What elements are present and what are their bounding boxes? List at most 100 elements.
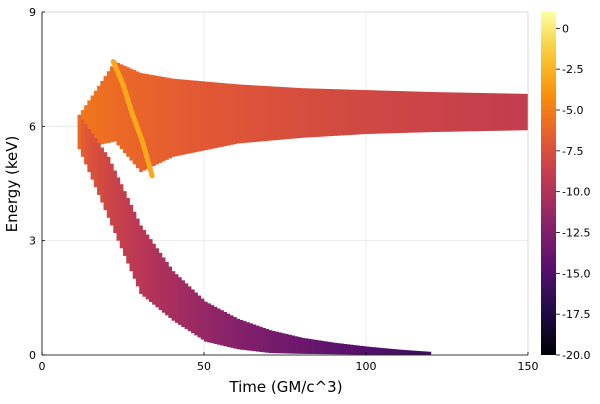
heatmap-cell-column [285, 87, 289, 140]
heatmap-cell-column [349, 89, 354, 135]
heatmap-cell-column [398, 349, 403, 355]
heatmap-cell-column [152, 75, 156, 166]
heatmap-cell-column [385, 348, 390, 355]
heatmap-cell-column [301, 337, 305, 354]
heatmap-cell-column [395, 349, 399, 355]
heatmap-cell-column [327, 341, 331, 355]
heatmap-cell-column [427, 351, 432, 355]
heatmap-cell-column [110, 66, 114, 143]
heatmap-cell-column [158, 76, 163, 163]
heatmap-cell-column [498, 93, 503, 131]
heatmap-cell-column [369, 90, 373, 134]
heatmap-cell-column [275, 86, 279, 141]
heatmap-cell-column [369, 346, 373, 355]
y-tick-label: 0 [29, 349, 36, 362]
heatmap-cell-column [320, 340, 325, 355]
heatmap-cell-column [233, 84, 237, 145]
heatmap-cell-column [239, 319, 244, 350]
heatmap-cell-column [191, 80, 195, 153]
heatmap-cell-column [135, 71, 140, 169]
heatmap-cell-column [401, 91, 406, 133]
heatmap-cell-column [430, 92, 435, 133]
heatmap-cell-column [93, 90, 98, 146]
x-tick-label: 50 [197, 360, 211, 373]
heatmap-cell-column [359, 345, 364, 355]
heatmap-cell-column [466, 92, 471, 132]
heatmap-cell-column [178, 79, 182, 156]
colorbar-tick-label: -7.5 [562, 145, 583, 158]
heatmap-cell-column [155, 248, 160, 308]
heatmap-cell-column [294, 336, 299, 354]
heatmap-cell-column [508, 93, 513, 131]
heatmap-cell-column [129, 204, 134, 272]
heatmap-cell-column [366, 90, 370, 134]
heatmap-cell-column [288, 334, 292, 354]
heatmap-cell-column [165, 262, 169, 316]
heatmap-cell-column [123, 191, 127, 256]
heatmap-cell-column [174, 78, 179, 157]
heatmap-cell-column [246, 84, 250, 143]
heatmap-cell-column [249, 323, 253, 351]
heatmap-cell-column [87, 128, 91, 173]
heatmap-cell-column [90, 95, 95, 147]
heatmap-cell-column [265, 86, 270, 141]
heatmap-cell-column [171, 78, 176, 157]
heatmap-cell-column [242, 321, 247, 351]
heatmap-cell-column [518, 93, 522, 131]
heatmap-cell-column [148, 239, 153, 303]
heatmap-cell-column [330, 89, 334, 137]
heatmap-cell-column [408, 91, 412, 133]
heatmap-cell-column [333, 342, 338, 355]
x-tick-label: 0 [39, 360, 46, 373]
heatmap-cell-column [336, 89, 341, 136]
heatmap-cell-column [385, 90, 390, 134]
heatmap-cell-column [126, 197, 130, 264]
heatmap-cell-column [459, 92, 464, 132]
heatmap-cell-column [424, 351, 428, 355]
heatmap-cell-column [505, 93, 509, 131]
heatmap-cell-column [323, 341, 328, 355]
heatmap-cell-column [450, 92, 454, 132]
heatmap-cell-column [372, 90, 377, 134]
colorbar-tick-label: -20.0 [562, 349, 590, 362]
heatmap-cell-column [259, 85, 263, 142]
heatmap-cell-column [249, 85, 253, 143]
heatmap-cell-column [469, 92, 474, 132]
heatmap-cell-column [187, 286, 192, 332]
heatmap-cell-column [317, 88, 322, 137]
heatmap-cell-column [119, 184, 124, 249]
heatmap-cell-column [242, 84, 247, 143]
heatmap-cell-column [317, 340, 322, 355]
heatmap-cell-column [314, 88, 318, 138]
heatmap-cell-column [116, 62, 121, 146]
heatmap-cell-column [297, 337, 302, 354]
heatmap-cell-column [362, 346, 367, 355]
heatmap-cell-column [204, 81, 208, 151]
heatmap-cell-column [80, 119, 85, 157]
heatmap-cell-column [421, 91, 425, 133]
heatmap-cell-column [268, 86, 273, 141]
heatmap-cell-column [87, 100, 91, 148]
heatmap-cell-column [255, 85, 260, 142]
heatmap-cell-column [178, 277, 182, 325]
heatmap-cell-column [213, 306, 218, 344]
heatmap-cell-column [132, 211, 137, 279]
heatmap-cell-column [93, 138, 98, 188]
heatmap-cell-column [139, 225, 143, 295]
heatmap-cell-column [272, 330, 276, 354]
heatmap-cell-column [97, 85, 101, 146]
heatmap-cell-column [411, 91, 415, 133]
heatmap-cell-column [291, 335, 296, 354]
y-tick-label: 6 [29, 120, 36, 133]
heatmap-cell-column [184, 79, 189, 155]
heatmap-cell-column [77, 114, 82, 150]
heatmap-cell-column [463, 92, 467, 132]
heatmap-cell-column [320, 88, 325, 137]
heatmap-cell-column [158, 252, 163, 311]
colorbar-tick-label: -15.0 [562, 267, 590, 280]
heatmap-cell-column [223, 311, 228, 347]
colorbar-tick-label: -10.0 [562, 186, 590, 199]
heatmap-cell-column [200, 81, 205, 151]
heatmap-cell-column [479, 92, 484, 132]
